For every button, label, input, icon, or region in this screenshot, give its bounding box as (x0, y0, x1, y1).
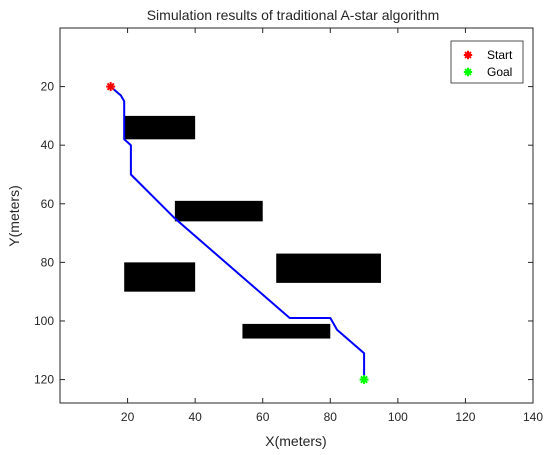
legend: Start Goal (450, 40, 524, 84)
x-tick-label: 60 (256, 410, 270, 424)
x-tick-label: 20 (121, 410, 135, 424)
path-line (110, 85, 366, 380)
y-axis-label: Y(meters) (6, 185, 22, 246)
legend-goal-label: Goal (487, 65, 512, 79)
y-tick-label: 60 (41, 197, 55, 211)
x-tick-label: 140 (523, 410, 543, 424)
chart-title: Simulation results of traditional A-star… (147, 7, 440, 23)
y-tick-label: 100 (34, 314, 54, 328)
y-axis: 20 40 60 80 100 120 (34, 80, 533, 387)
y-tick-label: 80 (41, 255, 55, 269)
goal-point (359, 375, 369, 385)
x-tick-label: 100 (388, 410, 408, 424)
x-tick-label: 80 (324, 410, 338, 424)
x-axis: 20 40 60 80 100 120 140 (121, 28, 543, 424)
legend-start-label: Start (487, 48, 513, 62)
markers (106, 82, 369, 385)
y-tick-label: 40 (41, 138, 55, 152)
obstacle-5 (242, 323, 331, 339)
legend-start-marker (463, 50, 473, 60)
start-point (106, 82, 116, 92)
obstacle-3 (124, 262, 196, 292)
x-tick-label: 120 (455, 410, 475, 424)
x-axis-label: X(meters) (265, 433, 326, 449)
y-tick-label: 120 (34, 373, 54, 387)
obstacles (124, 115, 381, 339)
obstacle-4 (276, 253, 381, 283)
legend-goal-marker (463, 67, 473, 77)
obstacle-2 (174, 200, 263, 222)
legend-box (450, 40, 524, 84)
y-tick-label: 20 (41, 80, 55, 94)
path-layer (110, 85, 366, 380)
plot-area (59, 27, 534, 404)
x-tick-label: 40 (188, 410, 202, 424)
obstacle-1 (124, 115, 196, 140)
